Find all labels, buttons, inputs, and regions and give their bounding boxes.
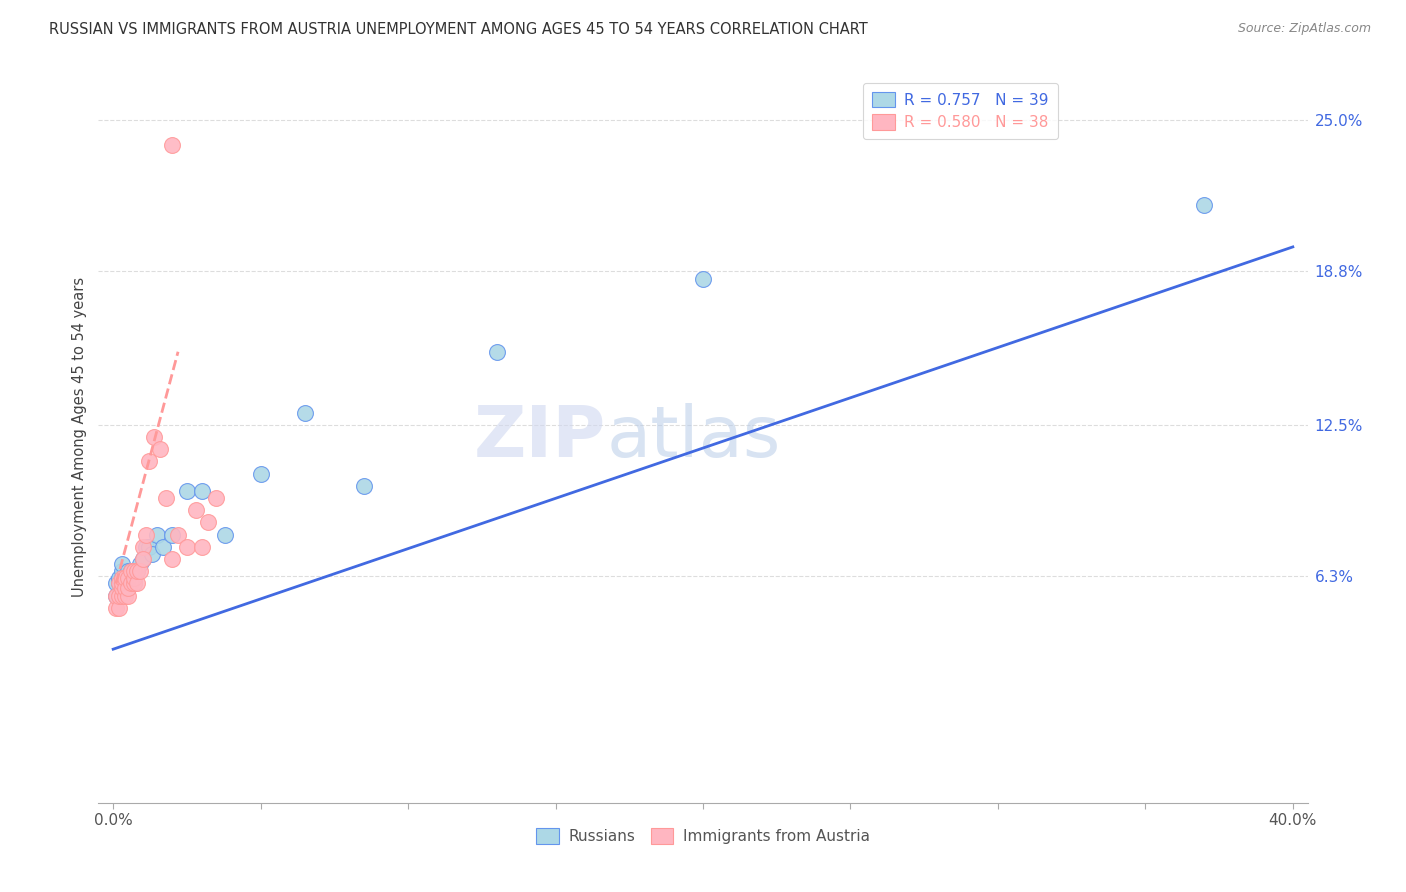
- Point: [105, 576, 128, 591]
- Point: [692, 271, 714, 285]
- Point: [117, 572, 139, 586]
- Point: [105, 589, 128, 603]
- Point: [122, 576, 145, 591]
- Point: [167, 527, 190, 541]
- Point: [131, 540, 153, 554]
- Point: [117, 564, 139, 578]
- Point: [114, 581, 136, 595]
- Point: [146, 527, 169, 541]
- Point: [111, 564, 134, 578]
- Point: [108, 589, 131, 603]
- Point: [120, 564, 142, 578]
- Point: [294, 406, 316, 420]
- Point: [108, 589, 131, 603]
- Point: [117, 581, 139, 595]
- Point: [176, 540, 198, 554]
- Point: [214, 527, 236, 541]
- Point: [108, 600, 131, 615]
- Point: [117, 581, 139, 595]
- Point: [117, 589, 139, 603]
- Point: [122, 572, 145, 586]
- Point: [485, 344, 508, 359]
- Point: [205, 491, 228, 505]
- Text: RUSSIAN VS IMMIGRANTS FROM AUSTRIA UNEMPLOYMENT AMONG AGES 45 TO 54 YEARS CORREL: RUSSIAN VS IMMIGRANTS FROM AUSTRIA UNEMP…: [49, 22, 868, 37]
- Point: [111, 581, 134, 595]
- Point: [176, 483, 198, 498]
- Point: [128, 564, 150, 578]
- Point: [135, 527, 157, 541]
- Point: [152, 540, 174, 554]
- Point: [138, 540, 160, 554]
- Point: [138, 454, 160, 468]
- Point: [122, 564, 145, 578]
- Point: [111, 589, 134, 603]
- Point: [120, 576, 142, 591]
- Text: ZIP: ZIP: [474, 402, 606, 472]
- Point: [160, 552, 183, 566]
- Point: [120, 572, 142, 586]
- Point: [111, 576, 134, 591]
- Point: [108, 572, 131, 586]
- Point: [111, 557, 134, 571]
- Point: [111, 581, 134, 595]
- Point: [135, 540, 157, 554]
- Point: [1194, 198, 1216, 212]
- Point: [149, 442, 172, 457]
- Point: [249, 467, 271, 481]
- Point: [114, 572, 136, 586]
- Point: [125, 576, 148, 591]
- Point: [108, 576, 131, 591]
- Point: [114, 576, 136, 591]
- Point: [190, 540, 212, 554]
- Point: [160, 527, 183, 541]
- Point: [114, 569, 136, 583]
- Point: [117, 576, 139, 591]
- Point: [141, 547, 163, 561]
- Point: [122, 564, 145, 578]
- Point: [160, 137, 183, 152]
- Point: [143, 430, 166, 444]
- Point: [197, 516, 219, 530]
- Point: [184, 503, 207, 517]
- Point: [105, 600, 128, 615]
- Text: Source: ZipAtlas.com: Source: ZipAtlas.com: [1237, 22, 1371, 36]
- Point: [131, 552, 153, 566]
- Point: [131, 552, 153, 566]
- Point: [114, 589, 136, 603]
- Point: [111, 572, 134, 586]
- Point: [114, 581, 136, 595]
- Point: [125, 564, 148, 578]
- Point: [125, 564, 148, 578]
- Point: [190, 483, 212, 498]
- Point: [353, 479, 375, 493]
- Point: [117, 572, 139, 586]
- Legend: Russians, Immigrants from Austria: Russians, Immigrants from Austria: [530, 822, 876, 850]
- Point: [155, 491, 177, 505]
- Y-axis label: Unemployment Among Ages 45 to 54 years: Unemployment Among Ages 45 to 54 years: [72, 277, 87, 597]
- Point: [108, 576, 131, 591]
- Point: [128, 557, 150, 571]
- Point: [111, 576, 134, 591]
- Point: [111, 572, 134, 586]
- Point: [120, 564, 142, 578]
- Point: [105, 589, 128, 603]
- Point: [122, 576, 145, 591]
- Text: atlas: atlas: [606, 402, 780, 472]
